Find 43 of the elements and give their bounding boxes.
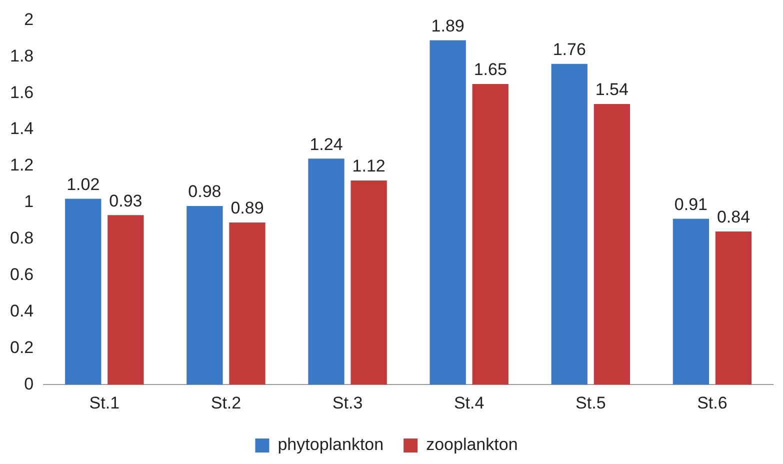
y-tick-label: 0.8 bbox=[10, 228, 34, 248]
bar bbox=[65, 198, 102, 385]
bar bbox=[229, 222, 266, 385]
data-label: 0.89 bbox=[230, 198, 264, 218]
y-tick-label: 2 bbox=[24, 10, 34, 29]
y-tick-label: 0.4 bbox=[10, 301, 34, 320]
bar bbox=[472, 84, 508, 385]
y-tick-label: 0.2 bbox=[10, 338, 34, 357]
y-tick-label: 0 bbox=[24, 374, 34, 394]
data-label: 1.89 bbox=[431, 16, 464, 36]
bar bbox=[186, 206, 223, 385]
legend-label: phytoplankton bbox=[278, 435, 384, 454]
bar bbox=[672, 218, 710, 385]
y-tick-label: 1.6 bbox=[10, 82, 34, 102]
x-tick-label: St.5 bbox=[576, 393, 606, 412]
legend-label: zooplankton bbox=[426, 435, 518, 454]
bar bbox=[551, 64, 588, 385]
bar bbox=[594, 104, 630, 385]
y-tick-label: 1 bbox=[24, 192, 34, 212]
bar bbox=[308, 158, 344, 385]
y-tick-label: 0.6 bbox=[10, 264, 34, 284]
x-tick-label: St.2 bbox=[210, 393, 242, 412]
bar bbox=[430, 40, 466, 385]
data-label: 0.84 bbox=[716, 208, 750, 227]
y-tick-label: 1.8 bbox=[10, 46, 34, 66]
data-label: 1.76 bbox=[552, 40, 586, 60]
data-label: 0.98 bbox=[188, 182, 222, 202]
x-tick-label: St.1 bbox=[89, 393, 120, 412]
x-tick-label: St.6 bbox=[697, 393, 728, 412]
y-tick-label: 1.4 bbox=[10, 119, 34, 138]
y-tick-label: 1.2 bbox=[10, 156, 34, 175]
data-label: 1.02 bbox=[66, 174, 100, 194]
bar bbox=[108, 215, 144, 385]
bar bbox=[715, 232, 752, 385]
x-tick-label: St.4 bbox=[454, 393, 484, 412]
data-label: 1.12 bbox=[352, 156, 386, 176]
data-label: 1.54 bbox=[595, 80, 628, 100]
data-label: 1.24 bbox=[310, 134, 343, 154]
data-label: 0.93 bbox=[109, 191, 142, 210]
data-label: 1.65 bbox=[474, 60, 507, 80]
bar bbox=[350, 180, 387, 385]
x-tick-label: St.3 bbox=[332, 393, 363, 412]
data-label: 0.91 bbox=[674, 194, 708, 214]
